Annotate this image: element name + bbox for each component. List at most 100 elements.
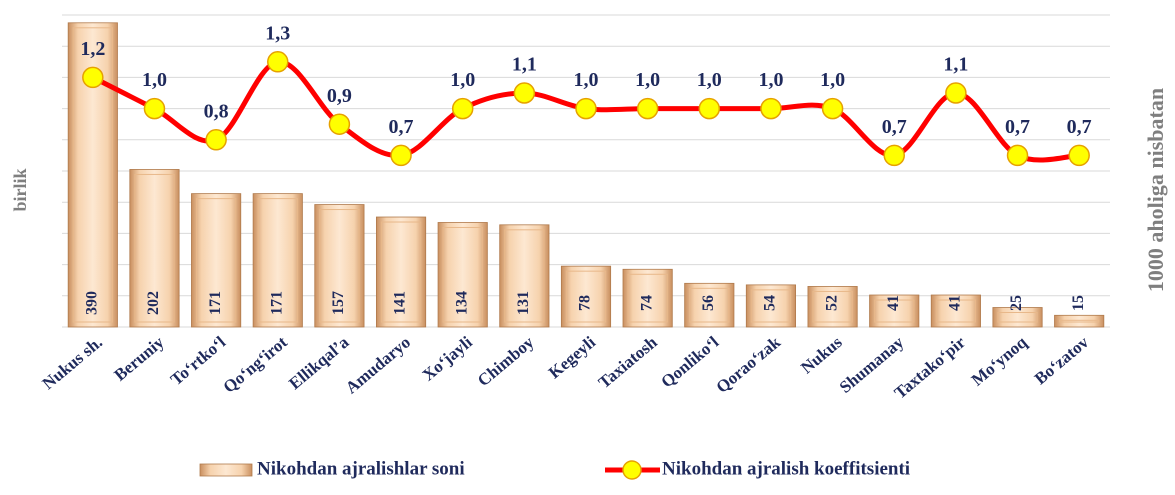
line-value-label: 0,9 <box>327 85 352 107</box>
x-tick-label: Nukus <box>797 332 846 377</box>
legend-label: Nikohdan ajralish koeffitsienti <box>662 458 910 479</box>
line-marker <box>760 97 782 120</box>
x-tick-label: Xo‘jayli <box>419 332 476 384</box>
line-value-label: 1,3 <box>265 22 290 44</box>
legend-label: Nikohdan ajralishlar soni <box>257 458 465 479</box>
bar-bevel <box>134 173 175 323</box>
line-marker <box>1006 144 1029 167</box>
bar <box>499 224 550 328</box>
y2-axis-label: 1000 aholiga nisbatan <box>1143 88 1168 292</box>
bar-bevel <box>257 198 298 323</box>
line-marker <box>143 97 166 120</box>
legend-swatch <box>199 463 253 477</box>
bar-bevel <box>72 27 113 323</box>
bar <box>314 204 365 328</box>
bar <box>807 286 858 328</box>
bar-value-label: 56 <box>700 295 717 311</box>
line-marker <box>390 144 412 167</box>
bar-bevel <box>627 273 668 323</box>
line-value-label: 1,0 <box>142 69 167 91</box>
line-value-label: 1,0 <box>574 69 599 91</box>
bar-value-label: 141 <box>392 291 409 315</box>
line-marker <box>1068 144 1090 167</box>
line-marker <box>267 51 289 73</box>
x-tick-label: Nukus sh. <box>39 333 106 394</box>
line-marker <box>328 113 351 135</box>
line-marker <box>82 66 104 89</box>
bar-value-label: 390 <box>83 291 100 315</box>
bar-value-label: 134 <box>453 291 470 315</box>
bar-bevel <box>195 198 237 323</box>
legend-marker <box>622 460 642 480</box>
bar <box>560 265 612 328</box>
x-tick-label: Bo‘zatov <box>1031 332 1093 388</box>
line-marker <box>575 97 597 120</box>
x-tick-label: Beruniy <box>110 332 167 385</box>
bar-value-label: 52 <box>823 295 840 311</box>
bar <box>129 169 180 328</box>
x-tick-label: Qorao‘zak <box>712 332 784 397</box>
bar-bevel <box>689 287 730 323</box>
bar-value-label: 74 <box>638 295 655 311</box>
bar-value-label: 41 <box>885 295 902 311</box>
line-marker <box>636 97 659 120</box>
bar-bevel <box>750 289 792 323</box>
bar-value-label: 78 <box>577 295 594 311</box>
line-value-label: 0,7 <box>1005 116 1030 138</box>
x-tick-label: Amudaryo <box>342 333 414 398</box>
bar <box>437 222 488 328</box>
bar <box>252 193 303 328</box>
line-value-label: 1,1 <box>512 54 537 76</box>
bar <box>745 284 796 328</box>
line-value-label: 0,7 <box>882 116 907 138</box>
line-value-label: 1,0 <box>697 69 722 91</box>
line-value-label: 1,0 <box>758 69 783 91</box>
x-tick-label: Qo‘ng‘irot <box>220 332 292 396</box>
bar-value-label: 41 <box>947 295 964 311</box>
bar <box>375 216 427 328</box>
bar-bevel <box>442 226 483 323</box>
bar-bevel <box>504 229 545 323</box>
bar-bevel <box>874 299 915 323</box>
line-marker <box>451 97 474 120</box>
line-marker <box>513 82 536 104</box>
line-value-label: 0,8 <box>204 100 229 122</box>
bar-value-label: 25 <box>1008 295 1025 311</box>
x-tick-label: Mo‘ynoq <box>968 332 1031 389</box>
bar-value-label: 131 <box>515 291 532 315</box>
line-marker <box>821 97 844 120</box>
x-tick-label: Taxiatosh <box>595 332 661 392</box>
bar-bevel <box>565 270 607 323</box>
bar-value-label: 171 <box>207 291 224 315</box>
bar-value-label: 15 <box>1070 295 1087 311</box>
bar <box>1054 314 1105 328</box>
x-tick-label: Chimboy <box>474 332 538 390</box>
bar-bevel <box>812 290 853 323</box>
y-axis-label: birlik <box>10 168 30 211</box>
line-marker <box>698 97 721 120</box>
line-value-label: 1,1 <box>943 54 968 76</box>
line-value-label: 0,7 <box>1067 116 1092 138</box>
bar-bevel <box>935 299 977 323</box>
bar <box>622 268 673 328</box>
line-value-label: 0,7 <box>389 116 414 138</box>
line-marker <box>205 129 227 151</box>
bar <box>191 193 242 328</box>
bar-bevel <box>319 209 360 323</box>
bar-bevel <box>997 312 1038 323</box>
x-tick-label: Kegeyli <box>545 332 599 382</box>
bar-bevel <box>1059 319 1100 323</box>
bar-value-label: 202 <box>145 291 162 315</box>
bar-value-label: 54 <box>762 295 779 311</box>
line-value-label: 1,0 <box>820 69 845 91</box>
bar-value-label: 157 <box>330 291 347 315</box>
line-marker <box>883 144 905 167</box>
line-value-label: 1,2 <box>80 38 105 60</box>
bar <box>684 282 735 328</box>
line-value-label: 1,0 <box>635 69 660 91</box>
line-marker <box>945 82 967 104</box>
bar-bevel <box>380 221 422 323</box>
bar-value-label: 171 <box>268 291 285 315</box>
line-value-label: 1,0 <box>450 69 475 91</box>
